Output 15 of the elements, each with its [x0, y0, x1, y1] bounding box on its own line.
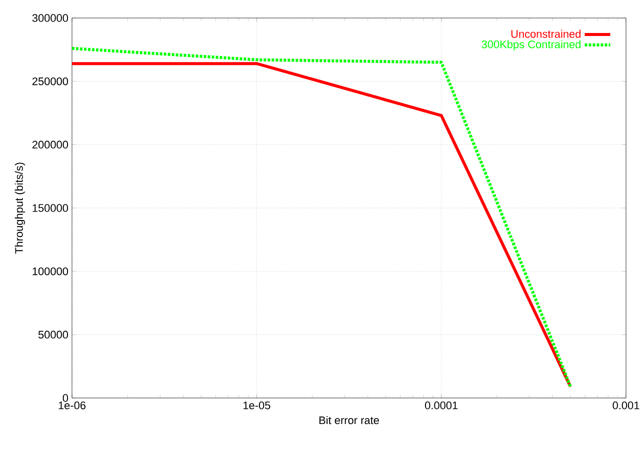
- x-tick-label: 0.001: [612, 402, 640, 410]
- y-tick-label: 200000: [32, 140, 68, 149]
- y-tick-label: 250000: [32, 77, 68, 86]
- y-tick-label: 300000: [32, 14, 68, 22]
- legend-label: Unconstrained: [511, 30, 581, 38]
- y-axis-title: Throughput (bits/s): [14, 162, 26, 254]
- legend-label: 300Kbps Contrained: [482, 40, 580, 50]
- x-axis-title: Bit error rate: [319, 416, 379, 424]
- x-tick-label: 0.0001: [424, 402, 458, 410]
- x-tick-label: 1e-05: [243, 402, 270, 410]
- y-tick-label: 0: [62, 394, 68, 402]
- x-tick-label: 1e-06: [58, 402, 86, 410]
- y-tick-label: 150000: [32, 204, 68, 212]
- y-tick-label: 100000: [32, 267, 68, 276]
- y-tick-label: 50000: [38, 330, 68, 339]
